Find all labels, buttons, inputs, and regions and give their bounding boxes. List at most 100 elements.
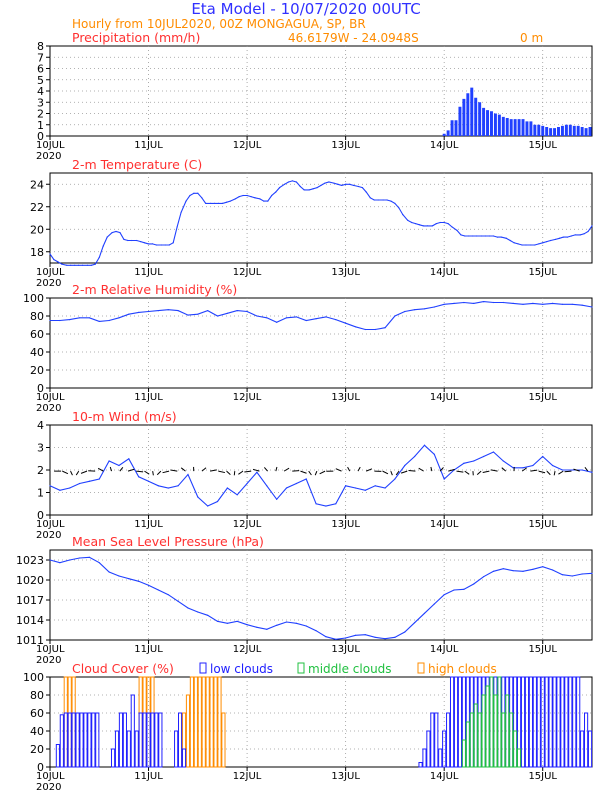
precip-bar xyxy=(486,110,490,136)
precip-bar xyxy=(529,121,533,136)
data-point xyxy=(415,223,417,225)
wind-arrow xyxy=(170,469,178,472)
data-point xyxy=(305,319,307,322)
wind-arrow xyxy=(448,468,455,472)
data-point xyxy=(502,301,504,304)
y-tick-label: 40 xyxy=(30,725,44,738)
data-point xyxy=(138,311,140,313)
wind-arrow xyxy=(546,470,551,476)
wind-arrow xyxy=(418,467,424,472)
data-point xyxy=(509,239,511,242)
cloud-bar-middle-clouds xyxy=(509,712,514,768)
data-point xyxy=(236,494,238,496)
data-point xyxy=(423,612,426,614)
data-point xyxy=(407,219,409,221)
data-point xyxy=(325,636,327,638)
precip-bar xyxy=(521,119,525,136)
data-point xyxy=(279,187,281,189)
data-point xyxy=(69,559,71,561)
data-point xyxy=(295,316,297,318)
data-point xyxy=(558,237,561,239)
wind-arrow xyxy=(275,466,278,472)
data-point xyxy=(476,235,478,237)
x-tick-label: 12JUL xyxy=(233,140,262,151)
data-point xyxy=(305,478,307,480)
wind-arrow xyxy=(109,466,113,472)
wind-arrow xyxy=(144,470,150,475)
precip-bar xyxy=(450,120,454,136)
cloud-bar-low-clouds xyxy=(126,730,131,768)
data-point xyxy=(118,575,120,577)
data-point xyxy=(193,192,195,194)
data-point xyxy=(591,306,593,308)
precip-bar xyxy=(442,133,446,136)
cloud-bar-middle-clouds xyxy=(469,712,474,768)
data-point xyxy=(69,487,71,489)
cloud-bar-low-clouds xyxy=(158,712,163,768)
data-point xyxy=(225,201,227,203)
data-point xyxy=(59,562,61,564)
data-point xyxy=(216,500,219,503)
data-point xyxy=(404,631,406,633)
cloud-bar-low-clouds xyxy=(118,712,124,768)
cloud-bar-low-clouds xyxy=(55,744,60,768)
cloud-bar-low-clouds xyxy=(63,712,68,768)
wind-arrow xyxy=(430,466,433,472)
data-point xyxy=(571,303,573,305)
panel-6: 0 20 40 60 80 100 10JUL 11JUL 12JUL 13JUL 14JUL 15J… xyxy=(23,661,593,792)
cloud-bar-high-clouds xyxy=(185,694,191,768)
y-tick-label: 1020 xyxy=(16,574,44,587)
precip-bar xyxy=(470,87,474,136)
data-point xyxy=(285,621,288,623)
series-line xyxy=(49,180,593,266)
precip-bar xyxy=(462,98,466,136)
data-point xyxy=(49,559,51,561)
wind-arrow xyxy=(292,470,300,472)
data-point xyxy=(53,259,55,261)
y-tick-label: 60 xyxy=(30,707,44,720)
cloud-bar-low-clouds xyxy=(87,712,92,768)
legend-swatch xyxy=(199,662,207,674)
data-point xyxy=(546,241,548,243)
precip-bar xyxy=(525,121,529,136)
x-tick-label: 11JUL xyxy=(134,392,163,403)
y-tick-label: 1 xyxy=(37,119,44,132)
cloud-bar-low-clouds xyxy=(114,730,120,768)
cloud-bar-high-clouds xyxy=(209,676,214,768)
data-point xyxy=(138,476,140,478)
data-point xyxy=(147,243,150,245)
x-tick-label: 11JUL xyxy=(134,140,163,151)
data-point xyxy=(324,182,326,184)
cloud-bar-middle-clouds xyxy=(473,703,478,768)
data-point xyxy=(384,638,386,640)
data-point xyxy=(147,584,150,586)
wind-arrow xyxy=(201,467,207,472)
cloud-bar-low-clouds xyxy=(536,676,541,768)
data-point xyxy=(341,184,343,186)
wind-arrow xyxy=(127,468,135,472)
series-line xyxy=(49,444,593,507)
cloud-bar-low-clouds xyxy=(59,714,64,768)
precip-bar xyxy=(501,116,505,136)
y-tick-label: 1023 xyxy=(16,554,44,567)
x-tick-label: 11JUL xyxy=(134,644,163,655)
panel-3: 0 20 40 60 80 100 10JUL 11JUL 12JUL 13JUL 14JUL 15J… xyxy=(23,282,593,414)
data-point xyxy=(534,244,536,246)
data-point xyxy=(394,636,396,638)
data-point xyxy=(210,202,212,204)
precip-bar xyxy=(482,107,486,136)
data-point xyxy=(295,482,297,485)
cloud-bar-low-clouds xyxy=(528,676,533,768)
cloud-bar-high-clouds xyxy=(201,676,206,768)
panel-2: 18 20 22 24 10JUL 11JUL 12JUL 13JUL 14JUL 15JUL 20… xyxy=(30,157,593,289)
cloud-bar-low-clouds xyxy=(524,676,530,768)
cloud-bar-middle-clouds xyxy=(493,694,498,768)
main-title: Eta Model - 10/07/2020 00UTC xyxy=(191,0,420,18)
y-tick-label: 6 xyxy=(37,63,44,76)
data-point xyxy=(348,183,351,185)
x-tick-label: 13JUL xyxy=(331,771,360,782)
cloud-bar-middle-clouds xyxy=(485,685,490,768)
cloud-bar-low-clouds xyxy=(449,676,455,768)
x-tick-label: 14JUL xyxy=(430,644,459,655)
